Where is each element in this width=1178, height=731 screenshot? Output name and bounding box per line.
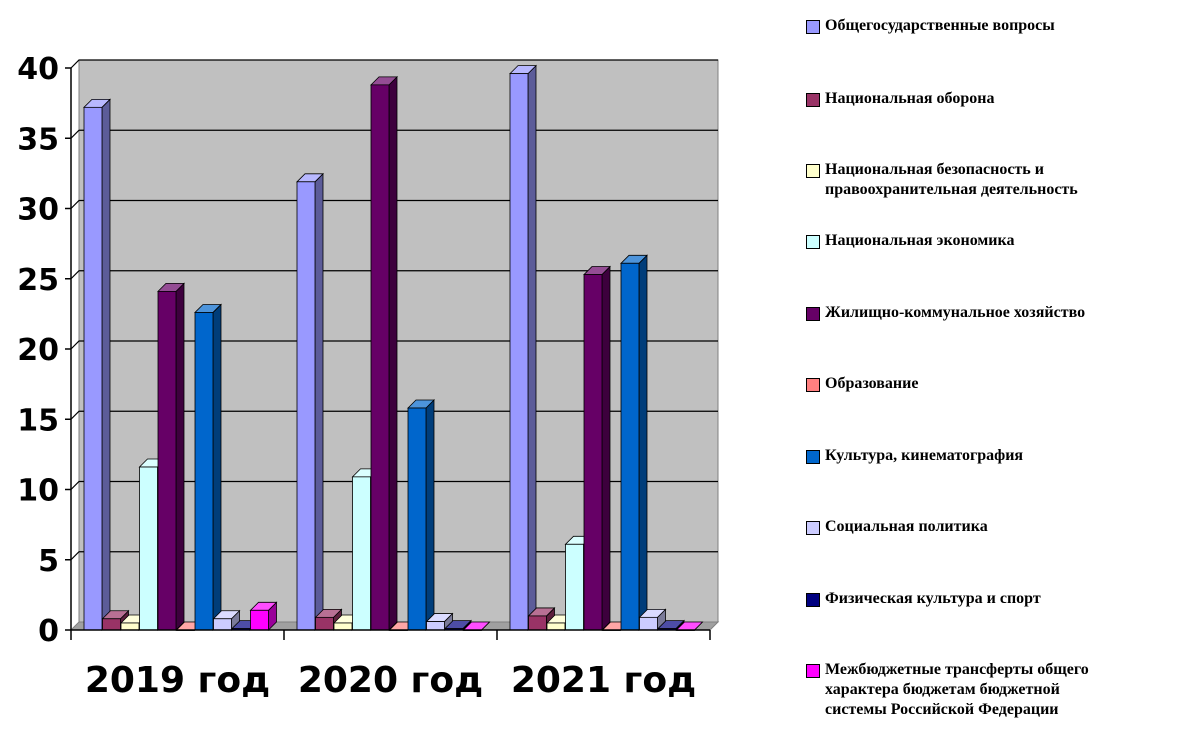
legend-swatch — [806, 664, 820, 678]
bar — [83, 98, 111, 631]
legend-label: Национальная экономика — [825, 232, 1015, 249]
legend-label: Жилищно-коммунальное хозяйство — [825, 304, 1086, 321]
gridline — [70, 410, 718, 420]
bar — [509, 64, 537, 631]
legend-label: Социальная политика — [825, 518, 988, 535]
bar — [583, 265, 611, 631]
gridline — [70, 270, 718, 280]
legend-item: Национальная оборона — [806, 89, 994, 109]
bar — [407, 399, 435, 631]
legend-item: Физическая культура и спорт — [806, 589, 1041, 609]
gridline — [70, 129, 718, 139]
legend-swatch — [806, 378, 820, 392]
y-tick-label: 15 — [17, 403, 59, 438]
legend-item: Культура, кинематография — [806, 446, 1023, 466]
y-tick-label: 40 — [17, 52, 59, 87]
legend-swatch — [806, 521, 820, 535]
plot-area — [69, 59, 720, 631]
y-tick-label: 20 — [17, 333, 59, 368]
legend-item: Социальная политика — [806, 517, 988, 537]
bar — [370, 75, 398, 631]
legend-item: Образование — [806, 374, 918, 394]
gridline — [70, 340, 718, 350]
legend: Общегосударственные вопросы Национальная … — [806, 0, 1178, 731]
y-tick-label: 25 — [17, 263, 59, 298]
legend-swatch — [806, 593, 820, 607]
legend-swatch — [806, 20, 820, 34]
x-category-label: 2021 год — [511, 660, 696, 701]
legend-swatch — [806, 164, 820, 178]
legend-label: Физическая культура и спорт — [825, 590, 1041, 607]
y-tick-label: 35 — [17, 122, 59, 157]
y-tick-label: 10 — [17, 474, 59, 509]
x-category-label: 2019 год — [85, 660, 270, 701]
gridline — [70, 480, 718, 490]
bar — [157, 282, 185, 631]
legend-item: Национальная экономика — [806, 231, 1014, 251]
bar — [425, 612, 454, 631]
bar — [194, 303, 222, 631]
bar — [620, 254, 648, 631]
y-tick-label: 5 — [38, 544, 59, 579]
legend-item: Межбюджетные трансферты общего характера… — [806, 660, 1089, 720]
y-tick-label: 0 — [38, 614, 59, 649]
legend-label: Национальная оборона — [825, 90, 995, 107]
legend-label: Образование — [825, 375, 919, 392]
bar — [249, 601, 278, 631]
legend-label: Общегосударственные вопросы — [825, 17, 1055, 34]
gridline — [70, 59, 718, 69]
legend-swatch — [806, 450, 820, 464]
gridline — [70, 551, 718, 561]
y-tick-label: 30 — [17, 193, 59, 228]
bar — [296, 172, 324, 631]
legend-item: Общегосударственные вопросы — [806, 16, 1055, 36]
legend-item: Национальная безопасность и правоохранит… — [806, 160, 1078, 200]
legend-label: Национальная безопасность и правоохранит… — [825, 161, 1078, 198]
bar — [638, 608, 667, 631]
bar-chart: 0 5 10 15 20 25 30 35 40 2019 год 2020 год 2021 год — [17, 52, 720, 701]
gridline — [70, 199, 718, 209]
legend-label: Межбюджетные трансферты общего характера… — [825, 661, 1089, 718]
legend-swatch — [806, 93, 820, 107]
legend-swatch — [806, 307, 820, 321]
legend-swatch — [806, 235, 820, 249]
axes: 0 5 10 15 20 25 30 35 40 2019 год 2020 год 2021 год — [17, 52, 711, 701]
x-category-label: 2020 год — [298, 660, 483, 701]
legend-item: Жилищно-коммунальное хозяйство — [806, 303, 1085, 323]
legend-label: Культура, кинематография — [825, 447, 1024, 464]
bars-group — [83, 64, 704, 631]
